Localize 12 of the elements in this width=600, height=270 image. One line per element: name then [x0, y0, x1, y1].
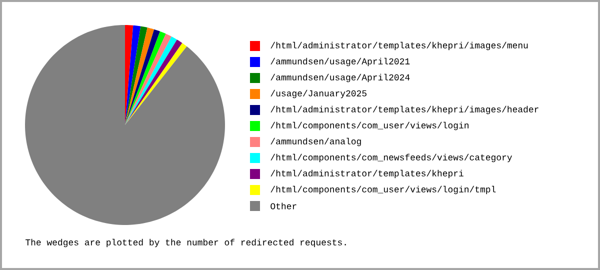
- legend-label: Other: [270, 202, 296, 210]
- legend-label: /html/administrator/templates/khepri/images/header: [270, 106, 538, 114]
- legend-label: /html/administrator/templates/khepri/images/menu: [270, 42, 528, 50]
- legend-label: /html/components/com_user/views/login: [270, 122, 468, 130]
- legend-label: /ammundsen/usage/April2024: [270, 74, 410, 82]
- legend-label: /ammundsen/usage/April2021: [270, 58, 410, 66]
- legend-label: /usage/January2025: [270, 90, 366, 98]
- legend-label: /ammundsen/analog: [270, 138, 361, 146]
- legend-label: /html/components/com_user/views/login/tmpl: [270, 186, 496, 194]
- legend-label: /html/components/com_newsfeeds/views/category: [270, 154, 512, 162]
- legend-label: /html/administrator/templates/khepri: [270, 170, 464, 178]
- text: The wedges are plotted by the number of redirected requests.: [26, 238, 346, 248]
